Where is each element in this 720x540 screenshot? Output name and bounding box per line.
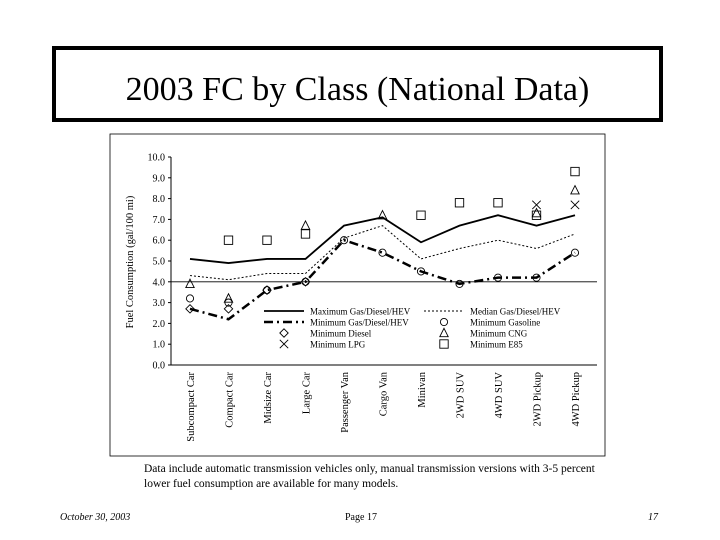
x-tick-label: Large Car — [302, 371, 313, 414]
y-tick-label: 8.0 — [153, 194, 166, 205]
x-tick-label: 2WD Pickup — [533, 372, 544, 427]
slide-title: 2003 FC by Class (National Data) — [125, 71, 590, 108]
footer-page-label: Page 17 — [345, 512, 377, 523]
point-minimum-cng — [377, 209, 388, 220]
legend-label-minimum-diesel: Minimum Diesel — [310, 329, 372, 339]
point-minimum-e85 — [300, 229, 311, 239]
point-minimum-diesel — [262, 285, 272, 295]
legend-label-minimum-cng: Minimum CNG — [470, 329, 528, 339]
x-tick-label: 2WD SUV — [456, 372, 467, 419]
legend-label-maximum-gas-diesel-hev: Maximum Gas/Diesel/HEV — [310, 307, 411, 317]
point-minimum-e85 — [262, 235, 272, 245]
y-tick-label: 7.0 — [153, 215, 166, 226]
x-tick-label: 4WD Pickup — [571, 372, 582, 427]
point-minimum-cng — [223, 292, 234, 303]
point-minimum-gasoline — [185, 294, 195, 303]
point-minimum-lpg — [531, 200, 542, 210]
point-minimum-cng — [531, 207, 542, 218]
point-minimum-gasoline — [339, 236, 349, 245]
point-minimum-lpg — [570, 200, 580, 210]
point-minimum-e85 — [223, 235, 234, 245]
point-minimum-cng — [185, 278, 195, 289]
legend-label-minimum-gasoline: Minimum Gasoline — [470, 318, 540, 328]
x-tick-label: Cargo Van — [379, 371, 390, 416]
y-tick-label: 9.0 — [153, 173, 166, 184]
point-minimum-gasoline — [532, 273, 541, 282]
y-tick-label: 0.0 — [153, 361, 166, 372]
legend-swatch-minimum-diesel — [279, 328, 289, 338]
point-minimum-diesel — [223, 304, 234, 314]
point-minimum-diesel — [300, 276, 311, 287]
point-minimum-e85 — [416, 210, 426, 220]
y-tick-label: 10.0 — [148, 153, 166, 164]
point-minimum-e85 — [493, 198, 503, 208]
legend-label-median-gas-diesel-hev: Median Gas/Diesel/HEV — [470, 307, 561, 317]
point-minimum-diesel — [185, 304, 195, 314]
slide-title-box: 2003 FC by Class (National Data) — [52, 46, 663, 122]
point-minimum-gasoline — [455, 279, 464, 288]
y-tick-label: 4.0 — [153, 277, 166, 288]
point-minimum-cng — [300, 219, 311, 230]
chart-frame — [109, 133, 606, 457]
y-tick-label: 2.0 — [153, 319, 166, 330]
legend-label-minimum-e85: Minimum E85 — [470, 340, 523, 350]
x-tick-label: Midsize Car — [263, 372, 274, 424]
x-tick-label: Compact Car — [225, 372, 236, 428]
y-tick-label: 3.0 — [153, 298, 166, 309]
point-minimum-gasoline — [224, 298, 233, 307]
legend-swatch-minimum-lpg — [279, 339, 289, 349]
point-minimum-e85 — [570, 166, 580, 177]
x-tick-label: Subcompact Car — [186, 372, 197, 442]
legend-label-minimum-gas-diesel-hev: Minimum Gas/Diesel/HEV — [310, 318, 409, 328]
y-tick-label: 6.0 — [153, 236, 166, 247]
point-minimum-e85 — [454, 198, 465, 208]
legend-swatch-minimum-e85 — [439, 339, 449, 349]
chart-footnote: Data include automatic transmission vehi… — [144, 463, 595, 490]
y-tick-label: 5.0 — [153, 257, 166, 268]
legend-label-minimum-lpg: Minimum LPG — [310, 340, 366, 350]
legend-swatch-minimum-gasoline — [439, 317, 449, 327]
series-line-maximum-gas-diesel-hev — [189, 214, 576, 264]
y-tick-label: 1.0 — [153, 340, 166, 351]
footer-date: October 30, 2003 — [60, 512, 131, 523]
y-axis-title: Fuel Consumption (gal/100 mi) — [125, 195, 136, 328]
series-line-median-gas-diesel-hev — [189, 225, 576, 281]
point-minimum-gasoline — [378, 248, 387, 257]
x-tick-label: Passenger Van — [340, 371, 351, 433]
point-minimum-cng — [570, 184, 580, 195]
x-tick-label: Minivan — [417, 371, 428, 407]
footer-page-number: 17 — [648, 512, 658, 523]
point-minimum-gasoline — [493, 273, 503, 282]
x-tick-label: 4WD SUV — [494, 372, 505, 419]
point-minimum-e85 — [531, 210, 542, 220]
point-minimum-gasoline — [416, 267, 426, 276]
point-minimum-gasoline — [570, 248, 580, 257]
legend-swatch-minimum-cng — [439, 327, 449, 338]
